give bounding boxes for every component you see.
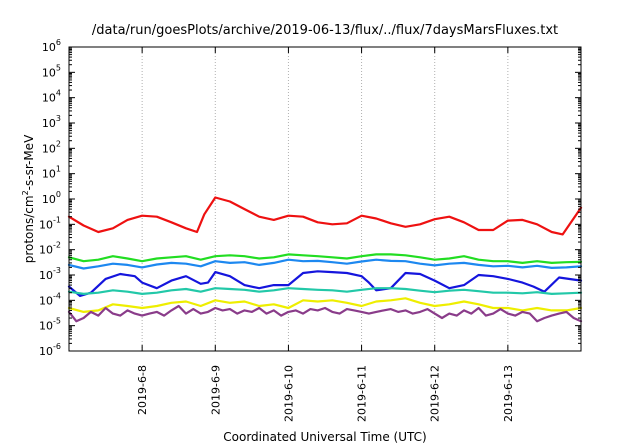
- x-axis-label: Coordinated Universal Time (UTC): [223, 430, 426, 444]
- plot-frame: [68, 46, 582, 352]
- y-tick-label: 101: [42, 165, 61, 181]
- series-line-2: [67, 253, 583, 264]
- x-tick-label: 2019-6-13: [502, 365, 515, 422]
- y-tick-label: 10-3: [39, 266, 61, 282]
- y-tick-label: 10-6: [39, 342, 61, 358]
- x-tick-label: 2019-6-8: [136, 365, 149, 415]
- y-tick-label: 105: [42, 63, 61, 79]
- x-axis: 2019-6-8 2019-6-9 2019-6-10 2019-6-11 2019-6…: [136, 47, 515, 422]
- series-line-4: [67, 270, 583, 297]
- y-axis-label: protons/cm2-s-sr-MeV: [21, 134, 36, 263]
- y-tick-label: 10-4: [39, 291, 61, 307]
- y-tick-label: 10-1: [39, 215, 61, 231]
- y-tick-label: 10-2: [39, 241, 61, 257]
- y-tick-label: 104: [42, 89, 61, 105]
- x-tick-label: 2019-6-9: [209, 365, 222, 415]
- series-line-1: [67, 196, 583, 236]
- series-line-5: [67, 287, 583, 295]
- chart-title: /data/run/goesPlots/archive/2019-06-13/f…: [92, 23, 558, 38]
- y-tick-label: 10-5: [39, 317, 61, 333]
- series-line-3: [67, 258, 583, 270]
- x-tick-label: 2019-6-11: [356, 365, 369, 422]
- y-tick-label: 103: [42, 114, 61, 130]
- x-tick-label: 2019-6-12: [429, 365, 442, 422]
- y-tick-label: 100: [42, 190, 61, 206]
- series-line-7: [67, 304, 583, 323]
- x-tick-label: 2019-6-10: [282, 365, 295, 422]
- series-group: [67, 196, 583, 323]
- plot-border: [68, 46, 582, 352]
- y-tick-label: 102: [42, 139, 61, 155]
- y-tick-label: 106: [42, 38, 61, 54]
- series-line-6: [67, 297, 583, 313]
